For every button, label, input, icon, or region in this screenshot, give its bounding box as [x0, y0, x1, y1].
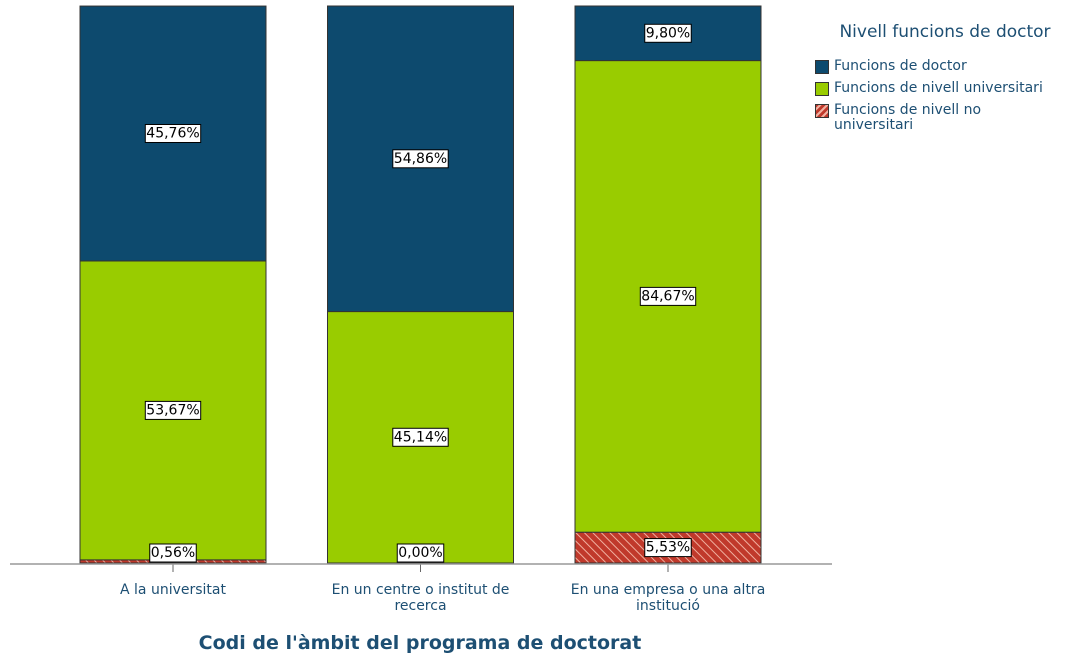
- value-label: 45,14%: [394, 429, 447, 445]
- legend-label: Funcions de nivell universitari: [834, 80, 1043, 96]
- legend-label: Funcions de doctor: [834, 58, 967, 74]
- x-tick-label: A la universitat: [120, 582, 226, 598]
- legend-entry: Funcions de nivell universitari: [815, 81, 1075, 96]
- legend-swatch: [815, 60, 829, 74]
- value-label: 0,56%: [151, 545, 195, 561]
- legend-entry: Funcions de nivell no universitari: [815, 103, 1075, 133]
- value-label: 53,67%: [146, 402, 199, 418]
- x-axis-title: Codi de l'àmbit del programa de doctorat: [198, 632, 642, 654]
- legend-entry: Funcions de doctor: [815, 59, 1075, 74]
- value-label: 5,53%: [646, 540, 690, 556]
- value-label-box: [639, 286, 697, 306]
- x-tick-label: En un centre o institut de recerca: [331, 582, 510, 614]
- value-label-box: [396, 543, 445, 563]
- value-label: 9,80%: [646, 25, 690, 41]
- legend-swatch: [815, 104, 829, 118]
- value-label: 0,00%: [398, 545, 442, 561]
- value-label-box: [392, 149, 449, 169]
- value-label: 45,76%: [146, 125, 199, 141]
- value-label-box: [644, 538, 692, 558]
- value-label-box: [144, 400, 202, 420]
- legend-label: Funcions de nivell no universitari: [834, 102, 982, 133]
- value-label-box: [644, 23, 692, 43]
- value-label-box: [392, 427, 449, 447]
- value-label-box: [144, 123, 202, 143]
- x-tick-label: En una empresa o una altra institució: [570, 582, 766, 614]
- value-label-box: [149, 543, 197, 563]
- value-label: 84,67%: [641, 288, 694, 304]
- legend-title: Nivell funcions de doctor: [839, 22, 1051, 42]
- value-label: 54,86%: [394, 151, 447, 167]
- legend-swatch: [815, 82, 829, 96]
